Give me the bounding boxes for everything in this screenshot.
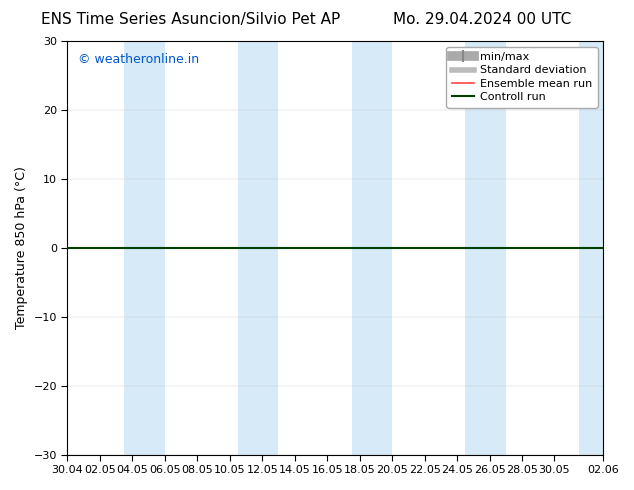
Bar bbox=[238, 41, 278, 455]
Bar bbox=[351, 41, 392, 455]
Text: ENS Time Series Asuncion/Silvio Pet AP: ENS Time Series Asuncion/Silvio Pet AP bbox=[41, 12, 340, 27]
Bar bbox=[579, 41, 619, 455]
Y-axis label: Temperature 850 hPa (°C): Temperature 850 hPa (°C) bbox=[15, 167, 28, 329]
Bar bbox=[124, 41, 165, 455]
Bar bbox=[465, 41, 506, 455]
Text: Mo. 29.04.2024 00 UTC: Mo. 29.04.2024 00 UTC bbox=[392, 12, 571, 27]
Text: © weatheronline.in: © weatheronline.in bbox=[78, 53, 199, 67]
Legend: min/max, Standard deviation, Ensemble mean run, Controll run: min/max, Standard deviation, Ensemble me… bbox=[446, 47, 598, 108]
